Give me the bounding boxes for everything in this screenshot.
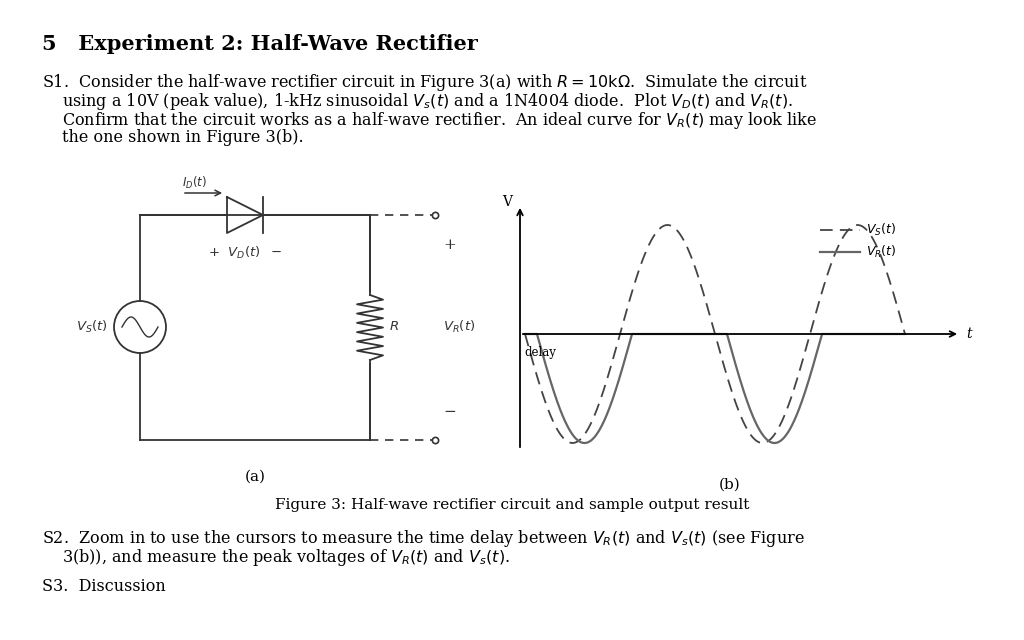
Text: V: V [502, 195, 512, 209]
Text: $V_R(t)$: $V_R(t)$ [866, 244, 897, 260]
Text: t: t [966, 327, 972, 341]
Text: S3.  Discussion: S3. Discussion [42, 578, 166, 595]
Text: $V_S(t)$: $V_S(t)$ [866, 222, 896, 238]
Text: $V_S(t)$: $V_S(t)$ [77, 319, 108, 335]
Text: S2.  Zoom in to use the cursors to measure the time delay between $V_R(t)$ and $: S2. Zoom in to use the cursors to measur… [42, 528, 805, 549]
Text: using a 10V (peak value), 1-kHz sinusoidal $V_s(t)$ and a 1N4004 diode.  Plot $V: using a 10V (peak value), 1-kHz sinusoid… [62, 91, 794, 112]
Text: delay: delay [524, 346, 556, 359]
Text: S1.  Consider the half-wave rectifier circuit in Figure 3(a) with $R = 10\mathrm: S1. Consider the half-wave rectifier cir… [42, 72, 808, 93]
Text: 5   Experiment 2: Half-Wave Rectifier: 5 Experiment 2: Half-Wave Rectifier [42, 34, 478, 54]
Text: +: + [443, 238, 456, 252]
Text: $V_R(t)$: $V_R(t)$ [443, 319, 475, 335]
Text: $I_D(t)$: $I_D(t)$ [182, 175, 207, 191]
Text: 3(b)), and measure the peak voltages of $V_R(t)$ and $V_s(t)$.: 3(b)), and measure the peak voltages of … [62, 547, 510, 568]
Text: $+\ \ V_D(t)\ \ -$: $+\ \ V_D(t)\ \ -$ [208, 245, 283, 261]
Text: (b): (b) [719, 478, 741, 492]
Text: Figure 3: Half-wave rectifier circuit and sample output result: Figure 3: Half-wave rectifier circuit an… [274, 498, 750, 512]
Text: the one shown in Figure 3(b).: the one shown in Figure 3(b). [62, 129, 304, 146]
Text: (a): (a) [245, 470, 265, 484]
Text: $R$: $R$ [389, 321, 399, 333]
Text: Confirm that the circuit works as a half-wave rectifier.  An ideal curve for $V_: Confirm that the circuit works as a half… [62, 110, 817, 131]
Text: $-$: $-$ [443, 403, 456, 417]
